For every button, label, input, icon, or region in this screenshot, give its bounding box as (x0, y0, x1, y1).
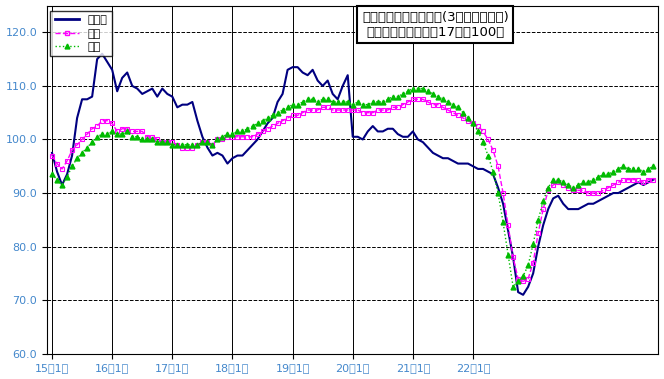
Text: 鉱工業生産指数の推移(3ヶ月移動平均)
（季節調整済、平成17年＝100）: 鉱工業生産指数の推移(3ヶ月移動平均) （季節調整済、平成17年＝100） (362, 11, 509, 39)
Legend: 鳥取県, 中国, 全国: 鳥取県, 中国, 全国 (50, 11, 112, 56)
